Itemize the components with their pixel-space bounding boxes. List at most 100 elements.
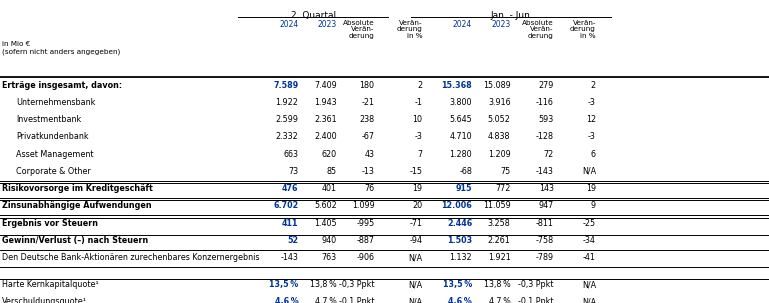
Text: 5.602: 5.602: [314, 201, 337, 211]
Text: 5.052: 5.052: [488, 115, 511, 124]
Text: 4.710: 4.710: [450, 132, 472, 142]
Text: 4,6 %: 4,6 %: [448, 297, 472, 303]
Text: 5.645: 5.645: [449, 115, 472, 124]
Text: -3: -3: [414, 132, 422, 142]
Text: 13,5 %: 13,5 %: [443, 280, 472, 289]
Text: -25: -25: [583, 219, 596, 228]
Text: -758: -758: [535, 236, 554, 245]
Text: 1.280: 1.280: [450, 150, 472, 159]
Text: 76: 76: [365, 184, 375, 193]
Text: 1.503: 1.503: [447, 236, 472, 245]
Text: 1.132: 1.132: [450, 253, 472, 262]
Text: 238: 238: [359, 115, 375, 124]
Text: 663: 663: [283, 150, 298, 159]
Text: 940: 940: [321, 236, 337, 245]
Text: 1.921: 1.921: [488, 253, 511, 262]
Text: Asset Management: Asset Management: [16, 150, 94, 159]
Text: 947: 947: [538, 201, 554, 211]
Text: 2.446: 2.446: [447, 219, 472, 228]
Text: 75: 75: [501, 167, 511, 176]
Text: 1.209: 1.209: [488, 150, 511, 159]
Text: Absolute
Verän-
derung: Absolute Verän- derung: [522, 20, 554, 39]
Text: 13,8 %: 13,8 %: [310, 280, 337, 289]
Text: Unternehmensbank: Unternehmensbank: [16, 98, 95, 107]
Text: Jan. - Jun.: Jan. - Jun.: [490, 11, 533, 20]
Text: 9: 9: [591, 201, 596, 211]
Text: -3: -3: [588, 98, 596, 107]
Text: 20: 20: [412, 201, 422, 211]
Text: -0,3 Ppkt: -0,3 Ppkt: [518, 280, 554, 289]
Text: 73: 73: [288, 167, 298, 176]
Text: 1.099: 1.099: [351, 201, 375, 211]
Text: 401: 401: [321, 184, 337, 193]
Text: 2023: 2023: [318, 20, 337, 29]
Text: Privatkundenbank: Privatkundenbank: [16, 132, 88, 142]
Text: 7.589: 7.589: [273, 81, 298, 90]
Text: -1: -1: [414, 98, 422, 107]
Text: 1.943: 1.943: [315, 98, 337, 107]
Text: 2.599: 2.599: [275, 115, 298, 124]
Text: Zinsunabhängige Aufwendungen: Zinsunabhängige Aufwendungen: [2, 201, 152, 211]
Text: 7.409: 7.409: [314, 81, 337, 90]
Text: 6: 6: [591, 150, 596, 159]
Text: 43: 43: [365, 150, 375, 159]
Text: 3.800: 3.800: [450, 98, 472, 107]
Text: 763: 763: [321, 253, 337, 262]
Text: Verän-
derung
in %: Verän- derung in %: [570, 20, 596, 39]
Text: -789: -789: [535, 253, 554, 262]
Text: N/A: N/A: [408, 280, 422, 289]
Text: 15.368: 15.368: [441, 81, 472, 90]
Text: 72: 72: [544, 150, 554, 159]
Text: in Mio €
(sofern nicht anders angegeben): in Mio € (sofern nicht anders angegeben): [2, 41, 121, 55]
Text: 85: 85: [327, 167, 337, 176]
Text: Verschuldungsquote¹: Verschuldungsquote¹: [2, 297, 88, 303]
Text: -13: -13: [361, 167, 375, 176]
Text: 915: 915: [456, 184, 472, 193]
Text: 12.006: 12.006: [441, 201, 472, 211]
Text: 1.922: 1.922: [275, 98, 298, 107]
Text: N/A: N/A: [582, 167, 596, 176]
Text: 13,5 %: 13,5 %: [269, 280, 298, 289]
Text: -995: -995: [356, 219, 375, 228]
Text: Absolute
Verän-
derung: Absolute Verän- derung: [343, 20, 375, 39]
Text: 2. Quartal: 2. Quartal: [291, 11, 336, 20]
Text: Erträge insgesamt, davon:: Erträge insgesamt, davon:: [2, 81, 122, 90]
Text: -67: -67: [361, 132, 375, 142]
Text: Investmentbank: Investmentbank: [16, 115, 82, 124]
Text: 2.400: 2.400: [315, 132, 337, 142]
Text: 593: 593: [538, 115, 554, 124]
Text: -0,1 Ppkt: -0,1 Ppkt: [518, 297, 554, 303]
Text: -811: -811: [536, 219, 554, 228]
Text: 2023: 2023: [491, 20, 511, 29]
Text: -116: -116: [536, 98, 554, 107]
Text: -68: -68: [459, 167, 472, 176]
Text: 10: 10: [412, 115, 422, 124]
Text: 1.405: 1.405: [315, 219, 337, 228]
Text: -15: -15: [409, 167, 422, 176]
Text: -71: -71: [409, 219, 422, 228]
Text: 6.702: 6.702: [273, 201, 298, 211]
Text: 180: 180: [359, 81, 375, 90]
Text: 11.059: 11.059: [483, 201, 511, 211]
Text: -3: -3: [588, 132, 596, 142]
Text: -21: -21: [361, 98, 375, 107]
Text: Ergebnis vor Steuern: Ergebnis vor Steuern: [2, 219, 98, 228]
Text: 476: 476: [282, 184, 298, 193]
Text: 411: 411: [282, 219, 298, 228]
Text: 620: 620: [321, 150, 337, 159]
Text: -128: -128: [536, 132, 554, 142]
Text: 2.332: 2.332: [275, 132, 298, 142]
Text: 2: 2: [417, 81, 422, 90]
Text: 279: 279: [538, 81, 554, 90]
Text: N/A: N/A: [408, 253, 422, 262]
Text: 2024: 2024: [279, 20, 298, 29]
Text: -887: -887: [357, 236, 375, 245]
Text: N/A: N/A: [582, 297, 596, 303]
Text: 3.258: 3.258: [488, 219, 511, 228]
Text: 4,7 %: 4,7 %: [489, 297, 511, 303]
Text: 143: 143: [538, 184, 554, 193]
Text: 19: 19: [586, 184, 596, 193]
Text: N/A: N/A: [408, 297, 422, 303]
Text: -94: -94: [409, 236, 422, 245]
Text: -34: -34: [583, 236, 596, 245]
